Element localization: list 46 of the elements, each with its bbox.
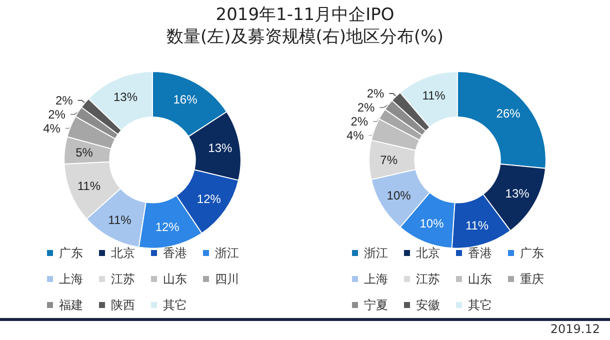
legend-label: 四川 [215,272,239,286]
legend-label: 山东 [468,272,492,286]
data-label: 2% [357,100,375,114]
text: 2019年1-11月中企IPO 数量(左)及募资规模(右)地区分布(%) [166,4,444,48]
legend-label: 上海 [364,272,388,286]
legend-label: 宁夏 [364,298,388,312]
legend-label: 香港 [163,246,187,260]
data-label: 7% [380,152,398,167]
legend-label: 浙江 [364,246,388,260]
legend-label: 广东 [59,246,83,260]
legend-label: 浙江 [215,246,239,260]
data-label: 11% [77,178,101,193]
legend-label: 香港 [468,246,492,260]
data-label: 26% [496,106,521,121]
data-label: 10% [386,188,412,202]
legend-label: 其它 [468,298,492,312]
legend-label: 福建 [59,298,83,312]
data-label: 11% [108,213,132,228]
data-label: 13% [505,186,530,201]
legend-label: 其它 [163,298,187,312]
data-label: 11% [422,88,446,102]
data-label: 11% [465,218,489,233]
data-label: 12% [155,220,180,234]
data-label: 2% [350,114,368,128]
legend-label: 北京 [416,246,440,260]
legend-label: 上海 [59,272,83,286]
legend-label: 陕西 [111,298,135,312]
data-label: 13% [113,90,138,104]
data-label: 4% [346,128,364,142]
data-label: 12% [196,192,222,206]
legend-label: 北京 [111,246,135,260]
data-label: 2% [55,93,74,108]
legend-label: 重庆 [520,272,544,286]
legend-label: 广东 [520,246,544,260]
data-label: 5% [76,145,94,160]
data-label: 2% [48,107,66,122]
legend-label: 山东 [163,272,187,286]
legend-label: 江苏 [111,272,135,286]
legend-label: 安徽 [416,298,440,312]
data-label: 4% [43,121,61,136]
text: 2019.12 [550,322,600,336]
data-label: 13% [208,141,232,156]
data-label: 16% [173,92,198,107]
data-label: 10% [420,216,444,231]
data-label: 2% [366,86,385,100]
legend-label: 江苏 [416,272,440,286]
